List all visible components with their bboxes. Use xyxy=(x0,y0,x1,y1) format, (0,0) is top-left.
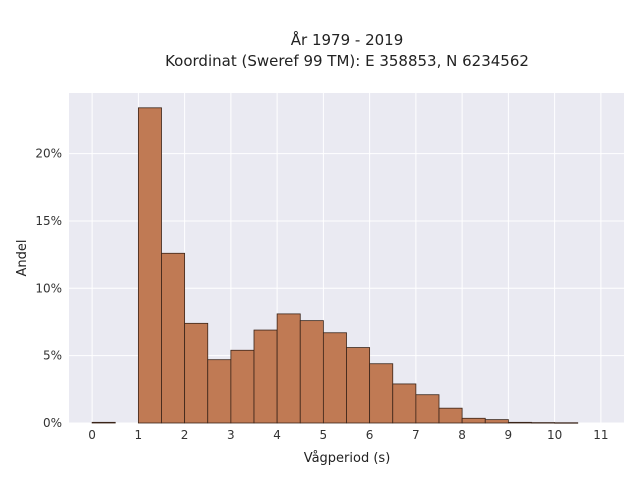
x-tick-label: 1 xyxy=(135,428,143,442)
x-tick-label: 4 xyxy=(273,428,281,442)
histogram-bar xyxy=(461,417,486,424)
histogram-bar xyxy=(137,107,162,424)
histogram-bar xyxy=(207,359,232,424)
histogram-bar xyxy=(369,363,394,424)
histogram-bar xyxy=(276,313,301,424)
histogram-bar xyxy=(392,383,417,424)
x-tick-label: 7 xyxy=(412,428,420,442)
histogram-bar xyxy=(253,329,278,424)
y-axis-ticks: 0% 5% 10% 15% 20% xyxy=(35,147,62,430)
chart-title: År 1979 - 2019 xyxy=(291,30,404,49)
histogram-bar xyxy=(507,421,532,424)
y-tick-label: 10% xyxy=(35,281,62,295)
histogram-bar xyxy=(184,322,209,424)
histogram-bar xyxy=(299,320,324,424)
chart-subtitle: Koordinat (Sweref 99 TM): E 358853, N 62… xyxy=(165,52,529,70)
x-axis-ticks: 0 1 2 3 4 5 6 7 8 9 10 11 xyxy=(88,428,608,442)
histogram-bars xyxy=(91,107,579,424)
y-tick-label: 15% xyxy=(35,214,62,228)
histogram-bar xyxy=(322,332,347,424)
y-tick-label: 0% xyxy=(43,416,62,430)
x-tick-label: 3 xyxy=(227,428,235,442)
x-tick-label: 2 xyxy=(181,428,189,442)
histogram-bar xyxy=(531,422,556,424)
histogram-bar xyxy=(554,422,579,424)
y-axis-label: Andel xyxy=(15,240,30,277)
histogram-bar xyxy=(230,349,255,424)
y-tick-label: 20% xyxy=(35,147,62,161)
x-tick-label: 11 xyxy=(593,428,608,442)
x-tick-label: 6 xyxy=(366,428,374,442)
histogram-bar xyxy=(91,421,116,424)
histogram-bar xyxy=(438,407,463,424)
histogram-bar xyxy=(484,419,509,424)
x-tick-label: 9 xyxy=(505,428,513,442)
histogram-bar xyxy=(346,347,371,424)
x-tick-label: 10 xyxy=(547,428,562,442)
y-tick-label: 5% xyxy=(43,349,62,363)
x-tick-label: 5 xyxy=(320,428,328,442)
histogram-bar xyxy=(161,252,186,424)
x-tick-label: 8 xyxy=(458,428,466,442)
histogram-bar xyxy=(415,394,440,424)
x-tick-label: 0 xyxy=(88,428,96,442)
x-axis-label: Vågperiod (s) xyxy=(304,451,391,466)
